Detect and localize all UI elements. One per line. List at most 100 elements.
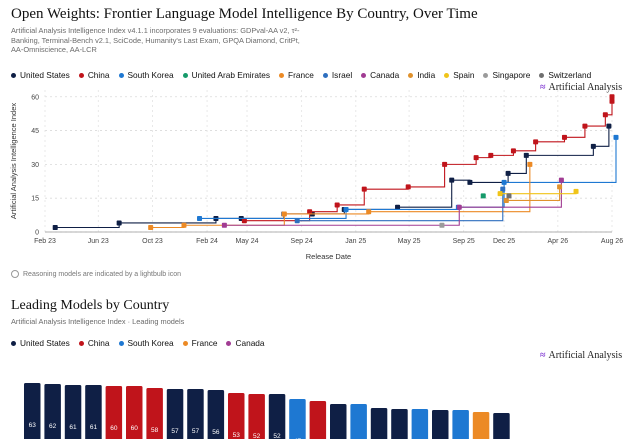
legend-label: United States xyxy=(20,338,70,348)
bar-value-label: 52 xyxy=(273,433,281,439)
x-tick-label: Dec 25 xyxy=(493,238,515,245)
series-line xyxy=(297,189,504,222)
legend-label: India xyxy=(417,70,436,80)
legend-swatch xyxy=(444,72,450,78)
legend-item[interactable]: India xyxy=(408,70,435,80)
bar xyxy=(207,390,225,439)
legend-label: Israel xyxy=(331,70,353,80)
y-axis-label: Artificial Analysis Intelligence Index xyxy=(9,103,18,220)
data-point xyxy=(442,161,448,167)
lightbulb-icon xyxy=(11,270,19,278)
legend-item[interactable]: South Korea xyxy=(118,70,174,80)
bar-value-label: 53 xyxy=(233,432,241,439)
bar-value-label: 63 xyxy=(29,422,37,429)
legend-item[interactable]: Spain xyxy=(444,70,474,80)
legend-swatch xyxy=(539,72,545,78)
bar xyxy=(370,408,388,439)
data-point xyxy=(602,112,608,118)
brand-logo-icon: ≈ xyxy=(540,82,546,93)
reasoning-note: Reasoning models are indicated by a ligh… xyxy=(11,270,181,278)
bar-value-label: 57 xyxy=(192,428,200,435)
data-point xyxy=(366,209,372,215)
bar-value-label: 58 xyxy=(151,427,159,434)
legend-label: China xyxy=(87,70,110,80)
bar xyxy=(228,393,245,439)
data-point xyxy=(497,191,503,197)
x-tick-label: May 24 xyxy=(236,238,259,245)
legend-item[interactable]: Canada xyxy=(226,338,265,348)
data-point xyxy=(334,202,340,208)
legend-item[interactable]: United States xyxy=(11,338,70,348)
bar xyxy=(105,386,123,439)
data-point xyxy=(488,152,494,158)
data-point xyxy=(557,184,563,190)
legend-label: Canada xyxy=(235,338,265,348)
x-tick-label: Feb 24 xyxy=(196,238,218,245)
bar xyxy=(126,386,143,439)
legend-item[interactable]: China xyxy=(78,70,110,80)
legend-swatch xyxy=(182,340,188,346)
data-point xyxy=(523,152,529,158)
bar-value-label: 57 xyxy=(171,428,179,435)
x-tick-label: Feb 23 xyxy=(34,238,56,245)
y-tick-label: 30 xyxy=(31,162,39,169)
legend-label: United States xyxy=(20,70,70,80)
data-point xyxy=(294,218,300,224)
data-point xyxy=(558,177,564,183)
legend-swatch xyxy=(279,72,285,78)
bar xyxy=(85,385,102,439)
data-point xyxy=(501,179,507,185)
data-point xyxy=(500,186,506,192)
bar-value-label: 61 xyxy=(90,424,98,431)
data-point xyxy=(116,220,122,226)
y-tick-label: 0 xyxy=(35,230,39,237)
legend-label: Spain xyxy=(453,70,475,80)
legend-label: South Korea xyxy=(127,338,174,348)
data-point xyxy=(405,184,411,190)
x-tick-label: Aug 26 xyxy=(601,238,623,245)
bar xyxy=(64,385,82,439)
chart-subtitle: Artificial Analysis Intelligence Index v… xyxy=(11,26,300,55)
reasoning-note-text: Reasoning models are indicated by a ligh… xyxy=(23,270,181,278)
bar xyxy=(248,394,265,439)
bar-value-label: 61 xyxy=(69,424,77,431)
data-point xyxy=(241,218,247,224)
data-point xyxy=(480,193,486,199)
series-line xyxy=(199,137,617,220)
legend-bottom: United States China South Korea France Canad… xyxy=(11,338,274,348)
legend-item[interactable]: China xyxy=(78,338,110,348)
legend-item[interactable]: United Arab Emirates xyxy=(182,70,271,80)
legend-swatch xyxy=(322,72,328,78)
section-subtitle: Artificial Analysis Intelligence Index ·… xyxy=(11,317,185,326)
legend-item[interactable]: Israel xyxy=(322,70,353,80)
legend-swatch xyxy=(408,72,414,78)
legend-label: United Arab Emirates xyxy=(191,70,271,80)
legend-label: China xyxy=(87,338,110,348)
line-chart: 0 15 30 45 60 Feb 23 Jun 23 Oct 23 Feb 24 May 24 S… xyxy=(9,90,623,261)
data-point xyxy=(148,224,154,230)
data-point xyxy=(506,193,512,199)
bar-value-label: 52 xyxy=(253,433,261,439)
data-point xyxy=(503,197,509,203)
legend-item[interactable]: France xyxy=(182,338,217,348)
x-tick-label: Apr 26 xyxy=(548,238,569,245)
data-point xyxy=(609,94,615,100)
legend-item[interactable]: Singapore xyxy=(483,70,530,80)
x-tick-label: Jan 25 xyxy=(345,238,366,245)
legend-item[interactable]: Canada xyxy=(361,70,399,80)
data-point xyxy=(181,222,187,228)
data-point xyxy=(505,170,511,176)
bar xyxy=(309,401,327,439)
legend-item[interactable]: South Korea xyxy=(118,338,174,348)
bar xyxy=(391,409,408,439)
series-line xyxy=(500,191,577,195)
data-point xyxy=(52,224,58,230)
legend-item[interactable]: United States xyxy=(11,70,70,80)
legend-swatch xyxy=(226,340,232,346)
y-tick-label: 45 xyxy=(31,128,39,135)
legend-item[interactable]: France xyxy=(279,70,314,80)
legend-item[interactable]: Switzerland xyxy=(539,70,591,80)
bar-value-label: 62 xyxy=(49,423,57,430)
data-point xyxy=(307,209,313,215)
bar xyxy=(452,410,469,439)
